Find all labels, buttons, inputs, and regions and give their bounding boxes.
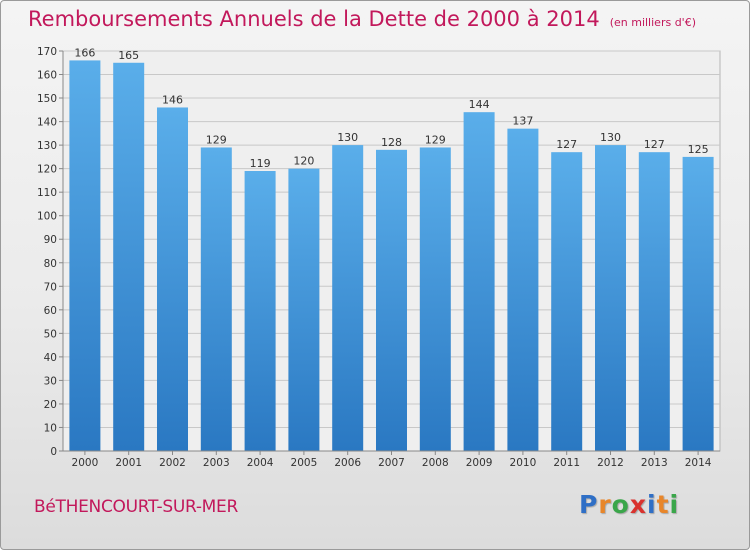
- bar-value-label: 120: [293, 155, 314, 168]
- title-row: Remboursements Annuels de la Dette de 20…: [28, 7, 696, 31]
- bar-value-label: 127: [644, 138, 665, 151]
- bars: 166 165 146 129 119 120 130 128 129 144 137 127 130 1…: [69, 46, 714, 452]
- x-tick-label: 2006: [334, 457, 361, 469]
- bar-value-label: 129: [206, 133, 227, 146]
- x-tick-label: 2004: [247, 457, 274, 469]
- x-tick-label: 2000: [72, 457, 99, 469]
- logo-letter: i: [669, 490, 680, 519]
- y-tick-label: 20: [44, 399, 57, 411]
- x-tick-label: 2003: [203, 457, 230, 469]
- bar-value-label: 165: [118, 49, 139, 62]
- logo-letter: t: [656, 490, 670, 519]
- bar: [288, 168, 320, 451]
- proxiti-logo[interactable]: Proxiti: [579, 490, 679, 519]
- y-tick-label: 70: [44, 281, 57, 293]
- logo-letter: o: [611, 490, 630, 519]
- bar-value-label: 119: [250, 157, 271, 170]
- bar: [244, 171, 276, 451]
- bar-value-label: 144: [469, 98, 490, 111]
- logo-letter: r: [598, 490, 612, 519]
- bar: [682, 156, 714, 451]
- y-tick-label: 100: [37, 211, 57, 223]
- x-tick-label: 2005: [291, 457, 318, 469]
- y-tick-label: 110: [37, 187, 57, 199]
- y-tick-label: 90: [44, 234, 57, 246]
- x-tick-label: 2011: [553, 457, 580, 469]
- y-tick-label: 150: [37, 93, 57, 105]
- bar-value-label: 146: [162, 93, 183, 106]
- y-tick-label: 30: [44, 375, 57, 387]
- logo-letter: P: [579, 490, 599, 519]
- bar: [200, 147, 232, 451]
- y-tick-label: 50: [44, 328, 57, 340]
- x-tick-label: 2012: [597, 457, 624, 469]
- x-tick-label: 2001: [115, 457, 142, 469]
- bar: [551, 152, 583, 452]
- bar: [419, 147, 451, 451]
- bar-value-label: 130: [337, 131, 358, 144]
- y-tick-label: 0: [50, 446, 57, 458]
- bar-value-label: 166: [74, 46, 95, 59]
- x-tick-label: 2013: [641, 457, 668, 469]
- bar-value-label: 137: [512, 115, 533, 128]
- x-tick-label: 2010: [510, 457, 537, 469]
- bar-value-label: 130: [600, 131, 621, 144]
- y-tick-label: 10: [44, 422, 57, 434]
- bar-value-label: 128: [381, 136, 402, 149]
- bar: [595, 145, 626, 451]
- bar-value-label: 127: [556, 138, 577, 151]
- bar-value-label: 125: [688, 143, 709, 156]
- chart-title: Remboursements Annuels de la Dette de 20…: [28, 7, 600, 31]
- logo-letter: x: [629, 490, 647, 519]
- unit-note: (en milliers d'€): [609, 16, 696, 29]
- y-tick-label: 80: [44, 258, 57, 270]
- y-tick-label: 40: [44, 352, 57, 364]
- x-tick-label: 2009: [466, 457, 493, 469]
- bar: [463, 112, 495, 452]
- y-tick-label: 170: [37, 46, 57, 58]
- y-axis: 0 10 20 30 40 50 60 70 80 90 100 110 120 130 140 150 160…: [37, 46, 64, 458]
- x-tick-label: 2008: [422, 457, 449, 469]
- bar: [507, 128, 539, 451]
- y-tick-label: 60: [44, 305, 57, 317]
- x-tick-label: 2014: [685, 457, 712, 469]
- y-tick-label: 120: [37, 164, 57, 176]
- bar: [638, 152, 670, 452]
- bar: [376, 149, 407, 451]
- bar: [332, 145, 364, 451]
- bar: [69, 60, 101, 451]
- bar: [113, 62, 145, 451]
- bar-value-label: 129: [425, 133, 446, 146]
- y-tick-label: 130: [37, 140, 57, 152]
- y-tick-label: 160: [37, 70, 57, 82]
- y-tick-label: 140: [37, 117, 57, 129]
- bar: [157, 107, 188, 452]
- x-axis: 2000 2001 2002 2003 2004 2005 2006 2007 2008 2009…: [63, 450, 720, 469]
- commune-name: BéTHENCOURT-SUR-MER: [34, 497, 238, 517]
- x-tick-label: 2007: [378, 457, 405, 469]
- x-tick-label: 2002: [159, 457, 186, 469]
- logo-letter: i: [647, 490, 657, 519]
